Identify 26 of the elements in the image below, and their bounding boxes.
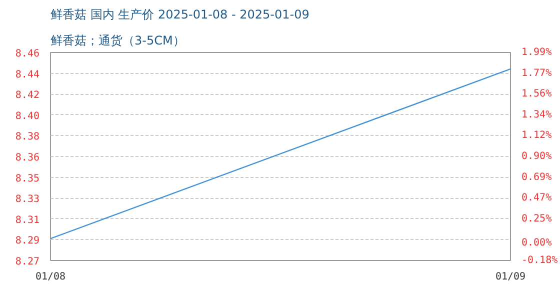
y2-tick-label: 0.25% <box>522 213 552 224</box>
y2-tick-label: 0.00% <box>522 238 552 249</box>
y2-tick-label: 0.47% <box>522 192 552 204</box>
y-tick-label: 8.29 <box>15 236 40 247</box>
y-tick-label: 8.44 <box>15 69 40 80</box>
y-tick-label: 8.38 <box>15 132 40 143</box>
y2-tick-label: 1.56% <box>522 88 552 100</box>
y2-tick-label: -0.18% <box>522 255 558 266</box>
x-tick-label: 01/08 <box>35 272 66 282</box>
x-tick-label: 01/09 <box>495 272 526 282</box>
y2-tick-label: 1.77% <box>522 68 552 79</box>
y-tick-label: 8.33 <box>15 194 40 206</box>
y2-tick-label: 1.34% <box>522 109 552 120</box>
y-tick-label: 8.40 <box>15 110 40 122</box>
y-tick-label: 8.27 <box>15 256 40 268</box>
y2-tick-label: 1.99% <box>522 47 552 58</box>
y-tick-label: 8.46 <box>15 48 40 60</box>
y2-tick-label: 0.90% <box>522 151 552 162</box>
y-tick-label: 8.36 <box>15 152 40 164</box>
y-tick-label: 8.42 <box>15 90 40 102</box>
y-tick-label: 8.31 <box>15 214 40 226</box>
y-tick-label: 8.35 <box>15 173 40 184</box>
chart-subtitle: 鲜香菇；通货（3-5CM） <box>50 34 185 48</box>
y2-tick-label: 1.12% <box>522 130 552 142</box>
y2-tick-label: 0.69% <box>522 172 552 183</box>
chart-title: 鲜香菇 国内 生产价 2025-01-08 - 2025-01-09 <box>50 8 310 22</box>
